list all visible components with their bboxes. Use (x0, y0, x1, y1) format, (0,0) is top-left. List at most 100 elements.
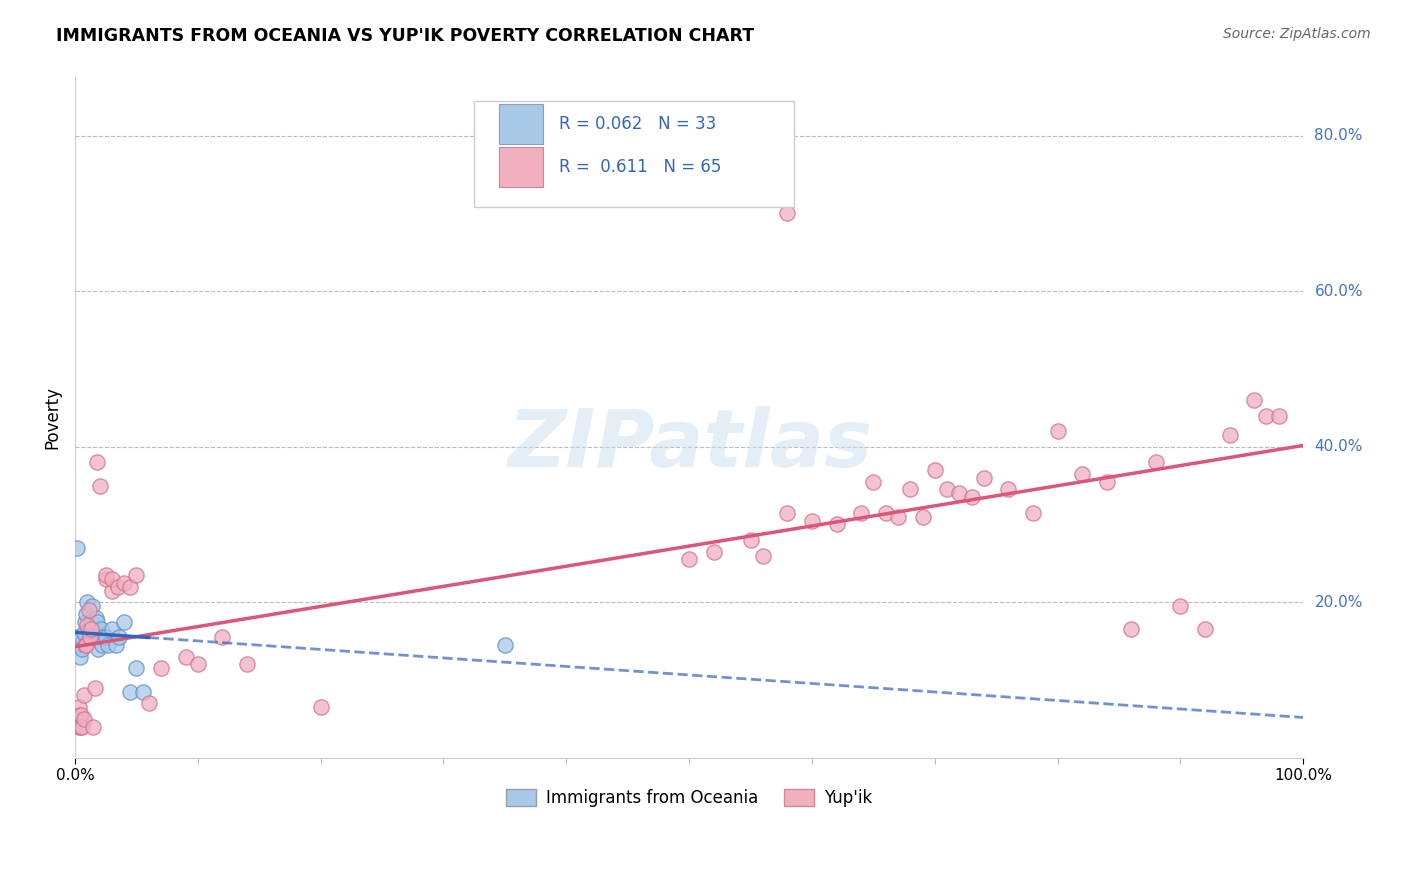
Point (862, 475, 884, 489)
Point (125, 661, 148, 675)
Point (776, 506, 799, 520)
Point (1170, 599, 1192, 613)
Point (973, 471, 995, 485)
Point (66, 541, 89, 555)
Point (125, 568, 148, 582)
Point (72, 626, 94, 640)
Point (94, 572, 117, 586)
Text: 60.0%: 60.0% (1315, 284, 1362, 299)
Point (72, 689, 94, 703)
Legend: Immigrants from Oceania, Yup'ik: Immigrants from Oceania, Yup'ik (499, 782, 879, 814)
Point (211, 630, 233, 644)
Point (77, 623, 100, 637)
Point (108, 630, 131, 644)
Point (80, 623, 103, 637)
Point (776, 206, 799, 220)
Point (91, 630, 114, 644)
Point (82, 630, 104, 644)
Point (89, 478, 111, 492)
FancyBboxPatch shape (474, 102, 793, 207)
Point (87, 641, 110, 656)
Text: R =  0.611   N = 65: R = 0.611 N = 65 (560, 159, 721, 177)
Point (76, 595, 98, 609)
Point (1144, 455, 1167, 469)
Point (1022, 506, 1045, 520)
Point (77, 603, 100, 617)
Point (1071, 467, 1094, 481)
FancyBboxPatch shape (499, 104, 543, 145)
Point (960, 490, 983, 504)
Point (1121, 623, 1143, 637)
Point (120, 684, 142, 698)
FancyBboxPatch shape (499, 147, 543, 187)
Point (72, 641, 94, 656)
Text: IMMIGRANTS FROM OCEANIA VS YUP'IK POVERTY CORRELATION CHART: IMMIGRANTS FROM OCEANIA VS YUP'IK POVERT… (56, 27, 755, 45)
Point (72, 712, 94, 726)
Point (936, 483, 959, 497)
Point (97, 638, 120, 652)
Point (104, 638, 127, 652)
Point (75, 607, 97, 621)
Point (703, 544, 725, 558)
Point (494, 638, 516, 652)
Point (849, 506, 872, 520)
Point (174, 649, 197, 664)
Point (112, 615, 135, 629)
Point (740, 533, 762, 547)
Point (94, 630, 117, 644)
Point (80, 615, 103, 629)
Point (1267, 409, 1289, 423)
Point (86, 455, 108, 469)
Point (112, 575, 135, 590)
Point (90, 623, 112, 637)
Point (67, 700, 90, 714)
Point (924, 463, 946, 477)
Point (84, 611, 107, 625)
Point (66, 630, 89, 644)
Point (75, 638, 97, 652)
Point (79, 630, 101, 644)
Point (187, 657, 209, 672)
Point (887, 509, 910, 524)
Point (898, 483, 921, 497)
Point (69, 707, 91, 722)
Point (1256, 409, 1278, 423)
Point (309, 700, 332, 714)
Text: R = 0.062   N = 33: R = 0.062 N = 33 (560, 115, 716, 133)
Point (72, 720, 94, 734)
Point (825, 517, 848, 532)
Point (67, 720, 90, 734)
Point (82, 599, 104, 613)
Text: 80.0%: 80.0% (1315, 128, 1362, 144)
Point (911, 509, 934, 524)
Point (94, 568, 117, 582)
Point (1219, 428, 1241, 442)
Point (948, 486, 970, 500)
Point (875, 506, 897, 520)
Point (101, 572, 124, 586)
Point (83, 623, 105, 637)
Point (1095, 475, 1118, 489)
Point (73, 638, 96, 652)
Point (76, 618, 98, 632)
Point (997, 483, 1019, 497)
Point (1243, 392, 1265, 407)
Point (86, 615, 108, 629)
Point (82, 720, 104, 734)
Text: 20.0%: 20.0% (1315, 595, 1362, 609)
Point (73, 615, 96, 629)
Text: ZIPatlas: ZIPatlas (506, 406, 872, 483)
Point (67, 638, 90, 652)
Point (138, 696, 160, 710)
Point (79, 630, 101, 644)
Point (150, 661, 173, 675)
Point (678, 552, 700, 566)
Point (752, 549, 775, 563)
Text: 40.0%: 40.0% (1315, 439, 1362, 454)
Point (800, 514, 823, 528)
Point (83, 681, 105, 695)
Text: Source: ZipAtlas.com: Source: ZipAtlas.com (1223, 27, 1371, 41)
Y-axis label: Poverty: Poverty (44, 386, 60, 449)
Point (1046, 424, 1069, 438)
Point (107, 580, 129, 594)
